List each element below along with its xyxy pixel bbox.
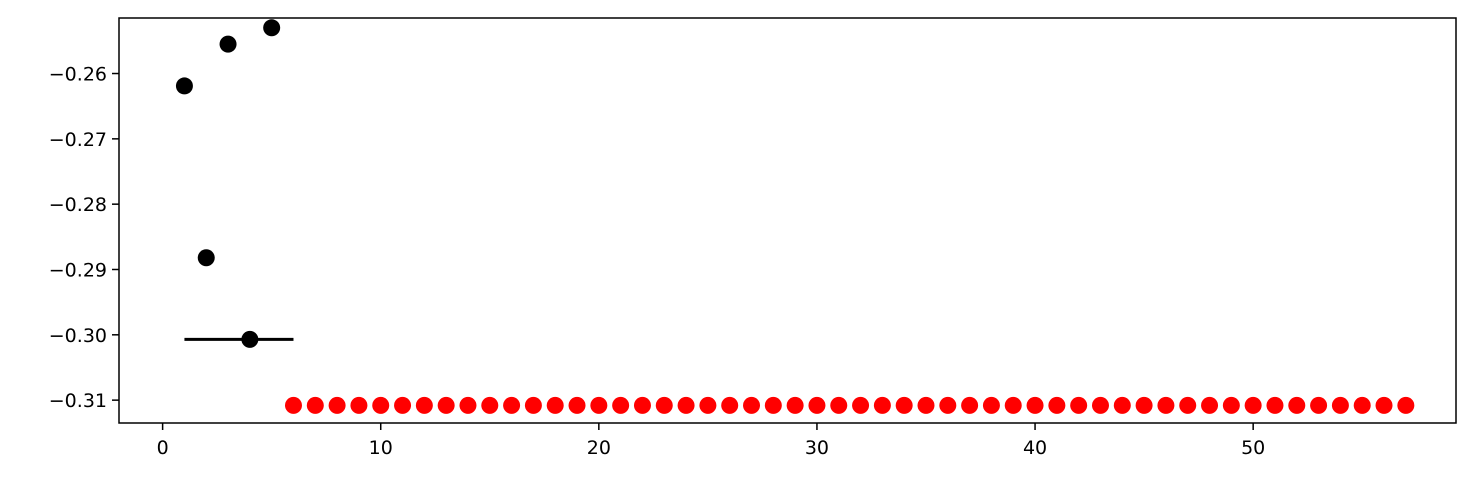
point-red-23 [655,396,673,414]
y-tick-label-4: −0.30 [49,325,107,347]
point-red-37 [961,396,979,414]
point-red-29 [786,396,804,414]
point-red-52 [1288,396,1306,414]
point-red-16 [503,396,521,414]
point-black-4 [263,19,281,37]
point-red-41 [1048,396,1066,414]
point-red-8 [328,396,346,414]
point-red-7 [306,396,324,414]
point-red-42 [1070,396,1088,414]
point-red-55 [1353,396,1371,414]
point-red-44 [1113,396,1131,414]
axes-frame [118,17,1457,424]
point-red-38 [982,396,1000,414]
y-tick-label-5: −0.31 [49,390,107,412]
point-red-15 [481,396,499,414]
point-red-10 [372,396,390,414]
point-red-47 [1179,396,1197,414]
point-red-57 [1397,396,1415,414]
point-black-2 [219,35,237,53]
point-red-39 [1004,396,1022,414]
point-red-45 [1135,396,1153,414]
y-tick-label-0: −0.26 [49,64,107,86]
point-red-28 [764,396,782,414]
point-red-31 [830,396,848,414]
point-red-53 [1310,396,1328,414]
point-red-32 [852,396,870,414]
point-red-50 [1244,396,1262,414]
x-tick-label-5: 50 [1241,437,1265,459]
x-tick-label-2: 20 [587,437,611,459]
point-red-46 [1157,396,1175,414]
point-red-22 [633,396,651,414]
point-red-49 [1222,396,1240,414]
y-tick-label-2: −0.28 [49,194,107,216]
point-red-21 [612,396,630,414]
y-tick-label-3: −0.29 [49,259,107,281]
point-red-17 [524,396,542,414]
x-tick-label-0: 0 [157,437,169,459]
point-red-11 [394,396,412,414]
point-black-1 [197,249,215,267]
point-red-54 [1331,396,1349,414]
point-red-13 [437,396,455,414]
point-red-27 [743,396,761,414]
plot-area [175,19,1415,414]
point-red-9 [350,396,368,414]
y-tick-label-1: −0.27 [49,129,107,151]
point-red-40 [1026,396,1044,414]
point-red-56 [1375,396,1393,414]
point-red-19 [568,396,586,414]
point-black-3 [241,330,259,348]
point-red-14 [459,396,477,414]
x-tick-label-1: 10 [369,437,393,459]
point-red-36 [939,396,957,414]
point-red-25 [699,396,717,414]
point-black-0 [175,77,193,95]
point-red-12 [415,396,433,414]
point-red-20 [590,396,608,414]
point-red-6 [284,396,302,414]
point-red-48 [1201,396,1219,414]
point-red-33 [873,396,891,414]
axes: 0 10 20 30 40 50 −0.26 −0.27 −0.28 −0.29 −0.30 −0.3… [49,17,1457,459]
point-red-18 [546,396,564,414]
point-red-35 [917,396,935,414]
point-red-43 [1091,396,1109,414]
x-tick-label-3: 30 [805,437,829,459]
point-red-30 [808,396,826,414]
x-tick-label-4: 40 [1023,437,1047,459]
point-red-26 [721,396,739,414]
point-red-24 [677,396,695,414]
point-red-34 [895,396,913,414]
point-red-51 [1266,396,1284,414]
